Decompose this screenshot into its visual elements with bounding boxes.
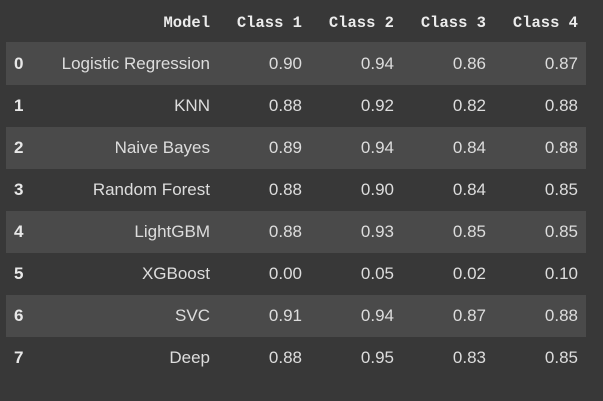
class-4-cell: 0.88: [544, 138, 578, 157]
model-name-cell: Naive Bayes: [114, 138, 210, 157]
model-name-cell: XGBoost: [141, 264, 210, 283]
class-3-cell: 0.82: [452, 96, 486, 115]
class-2-cell: 0.94: [360, 54, 394, 73]
index-header: [6, 4, 36, 43]
class-3-cell: 0.85: [452, 222, 486, 241]
table-row: 0 Logistic Regression 0.90 0.94 0.86 0.8…: [6, 42, 586, 85]
class-2-cell: 0.94: [360, 306, 394, 325]
class-2-cell: 0.93: [360, 222, 394, 241]
table-row: 5 XGBoost 0.00 0.05 0.02 0.10: [6, 253, 586, 295]
row-index: 0: [14, 54, 24, 73]
class-3-cell: 0.86: [452, 54, 486, 73]
model-name-cell: Logistic Regression: [61, 54, 210, 73]
table-row: 1 KNN 0.88 0.92 0.82 0.88: [6, 85, 586, 127]
table-body: 0 Logistic Regression 0.90 0.94 0.86 0.8…: [6, 42, 586, 379]
class-1-cell: 0.91: [268, 306, 302, 325]
class-4-cell: 0.88: [544, 96, 578, 115]
column-header-class-2: Class 2: [310, 4, 402, 43]
model-name-cell: Random Forest: [92, 180, 210, 199]
class-4-cell: 0.85: [544, 180, 578, 199]
row-index: 6: [14, 306, 24, 325]
column-header-class-1: Class 1: [218, 4, 310, 43]
model-name-cell: KNN: [174, 96, 210, 115]
class-2-cell: 0.90: [360, 180, 394, 199]
class-2-cell: 0.05: [360, 264, 394, 283]
column-header-class-3: Class 3: [402, 4, 494, 43]
class-2-cell: 0.94: [360, 138, 394, 157]
class-4-cell: 0.88: [544, 306, 578, 325]
table-row: 4 LightGBM 0.88 0.93 0.85 0.85: [6, 211, 586, 253]
class-1-cell: 0.89: [268, 138, 302, 157]
row-index: 1: [14, 96, 24, 115]
class-1-cell: 0.90: [268, 54, 302, 73]
header-row: Model Class 1 Class 2 Class 3 Class 4: [6, 4, 586, 43]
row-index: 2: [14, 138, 24, 157]
dataframe-table: Model Class 1 Class 2 Class 3 Class 4 0 …: [6, 4, 586, 379]
row-index: 5: [14, 264, 24, 283]
row-index: 7: [14, 348, 24, 367]
column-header-model: Model: [36, 4, 218, 43]
class-4-cell: 0.10: [544, 264, 578, 283]
class-3-cell: 0.84: [452, 138, 486, 157]
class-3-cell: 0.83: [452, 348, 486, 367]
class-2-cell: 0.95: [360, 348, 394, 367]
row-index: 3: [14, 180, 24, 199]
class-2-cell: 0.92: [360, 96, 394, 115]
table-row: 7 Deep 0.88 0.95 0.83 0.85: [6, 337, 586, 379]
row-index: 4: [14, 222, 24, 241]
class-4-cell: 0.85: [544, 222, 578, 241]
table-row: 2 Naive Bayes 0.89 0.94 0.84 0.88: [6, 127, 586, 169]
table-row: 6 SVC 0.91 0.94 0.87 0.88: [6, 295, 586, 337]
class-1-cell: 0.88: [268, 348, 302, 367]
class-1-cell: 0.88: [268, 96, 302, 115]
table-row: 3 Random Forest 0.88 0.90 0.84 0.85: [6, 169, 586, 211]
class-3-cell: 0.02: [452, 264, 486, 283]
column-header-class-4: Class 4: [494, 4, 586, 43]
class-4-cell: 0.87: [544, 54, 578, 73]
model-name-cell: Deep: [169, 348, 210, 367]
table-header: Model Class 1 Class 2 Class 3 Class 4: [6, 4, 586, 43]
class-1-cell: 0.88: [268, 222, 302, 241]
class-3-cell: 0.87: [452, 306, 486, 325]
class-1-cell: 0.00: [268, 264, 302, 283]
model-name-cell: SVC: [175, 306, 210, 325]
class-4-cell: 0.85: [544, 348, 578, 367]
class-3-cell: 0.84: [452, 180, 486, 199]
model-name-cell: LightGBM: [134, 222, 210, 241]
class-1-cell: 0.88: [268, 180, 302, 199]
